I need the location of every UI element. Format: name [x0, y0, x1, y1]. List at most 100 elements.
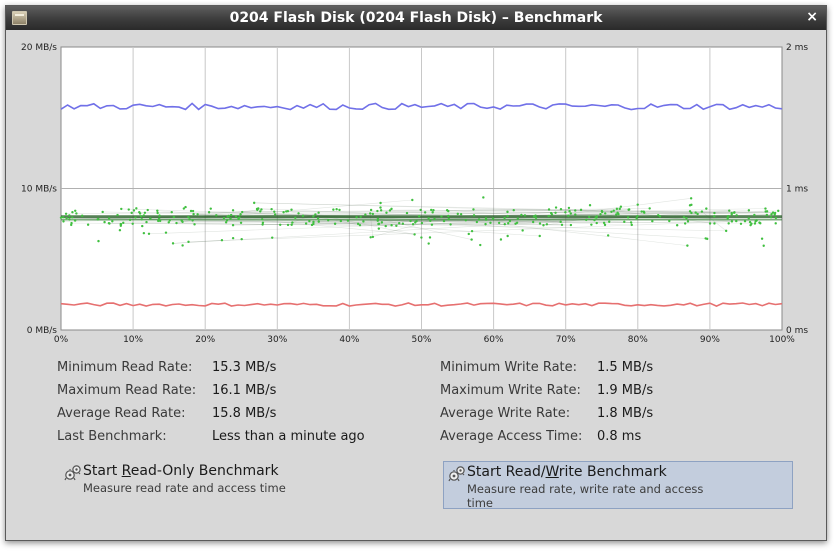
access-time-point: [371, 212, 375, 216]
access-time-point: [747, 217, 750, 220]
start-read-write-benchmark-button[interactable]: Start Read/Write Benchmark Measure read …: [443, 461, 793, 510]
access-time-point: [560, 223, 564, 227]
title-bar[interactable]: 0204 Flash Disk (0204 Flash Disk) – Benc…: [6, 6, 826, 30]
access-time-point: [574, 213, 577, 216]
access-time-point: [273, 210, 276, 213]
access-time-point: [429, 219, 432, 223]
access-time-point: [704, 237, 707, 240]
access-time-point: [70, 221, 73, 225]
access-time-point: [735, 219, 738, 223]
access-time-point: [317, 220, 320, 223]
access-time-point: [477, 218, 481, 221]
access-time-point: [688, 204, 692, 207]
access-time-point: [379, 206, 382, 209]
access-time-point: [291, 221, 294, 224]
access-time-point: [491, 217, 495, 220]
x-tick-label: 10%: [123, 335, 143, 345]
access-time-point: [521, 229, 524, 232]
access-time-trace: [465, 219, 688, 246]
max-read-rate-value: 16.1 MB/s: [212, 383, 277, 398]
x-tick-label: 70%: [556, 335, 576, 345]
access-time-point: [97, 239, 100, 243]
access-time-point: [728, 209, 731, 212]
access-time-point: [449, 223, 452, 226]
access-time-point: [739, 222, 743, 225]
access-time-point: [595, 221, 598, 225]
access-time-point: [648, 207, 651, 210]
read-only-title-post: ead-Only Benchmark: [130, 463, 279, 479]
access-time-point: [140, 218, 143, 221]
close-icon[interactable]: ×: [806, 9, 818, 25]
access-time-point: [771, 211, 775, 214]
access-time-point: [332, 208, 335, 211]
access-time-point: [316, 217, 320, 220]
access-time-point: [339, 219, 343, 223]
access-time-point: [497, 221, 501, 225]
access-time-point: [499, 238, 503, 241]
access-time-trace: [473, 209, 774, 213]
start-read-only-benchmark-button[interactable]: Start Read-Only Benchmark Measure read r…: [60, 461, 410, 509]
access-time-point: [470, 238, 473, 241]
access-time-point: [401, 222, 405, 225]
access-time-point: [191, 219, 194, 222]
access-time-trace: [378, 223, 562, 226]
access-time-point: [682, 215, 686, 219]
access-time-point: [585, 218, 588, 222]
access-time-point: [590, 223, 593, 226]
access-time-point: [304, 222, 308, 225]
access-time-point: [398, 221, 401, 225]
access-time-point: [260, 208, 263, 211]
access-time-point: [686, 220, 690, 223]
access-time-point: [758, 221, 761, 224]
access-time-point: [131, 222, 134, 225]
access-time-point: [431, 211, 434, 214]
access-time-point: [413, 233, 416, 236]
access-time-point: [593, 218, 596, 222]
access-time-point: [568, 210, 571, 213]
access-time-point: [358, 223, 362, 227]
x-tick-label: 30%: [267, 335, 287, 345]
access-time-point: [657, 213, 660, 217]
access-time-point: [694, 211, 697, 214]
access-time-point: [231, 209, 235, 212]
access-time-point: [770, 213, 773, 216]
access-time-point: [549, 211, 553, 215]
access-time-point: [192, 212, 195, 216]
access-time-point: [138, 212, 142, 215]
access-time-point: [355, 216, 358, 219]
right-axis-label: 0 ms: [786, 326, 808, 336]
access-time-point: [390, 224, 393, 227]
access-time-trace: [242, 209, 550, 213]
read-write-benchmark-subtitle: Measure read rate, write rate and access…: [467, 482, 704, 510]
access-time-trace: [602, 211, 774, 213]
access-time-point: [146, 208, 149, 212]
access-time-point: [569, 212, 572, 215]
access-time-point: [459, 213, 463, 216]
access-time-point: [686, 244, 689, 247]
max-write-rate-value: 1.9 MB/s: [597, 383, 654, 398]
access-time-trace: [197, 208, 650, 215]
access-time-point: [564, 211, 567, 214]
access-time-point: [595, 216, 598, 219]
access-time-trace: [509, 220, 534, 223]
access-time-point: [395, 224, 398, 227]
access-time-point: [71, 216, 74, 219]
access-time-point: [380, 221, 384, 224]
access-time-point: [314, 213, 317, 216]
access-time-point: [440, 215, 443, 218]
access-time-point: [427, 242, 430, 245]
access-time-point: [538, 234, 541, 238]
access-time-point: [748, 220, 752, 224]
access-time-point: [122, 221, 125, 225]
access-time-point: [224, 221, 228, 224]
access-time-point: [484, 222, 487, 226]
access-time-point: [273, 213, 277, 216]
access-time-point: [384, 224, 387, 228]
access-time-point: [489, 221, 492, 225]
left-axis-label: 20 MB/s: [21, 43, 57, 53]
access-time-point: [602, 221, 606, 225]
access-time-trace: [377, 218, 472, 240]
access-time-point: [312, 215, 315, 218]
access-time-point: [636, 203, 639, 206]
